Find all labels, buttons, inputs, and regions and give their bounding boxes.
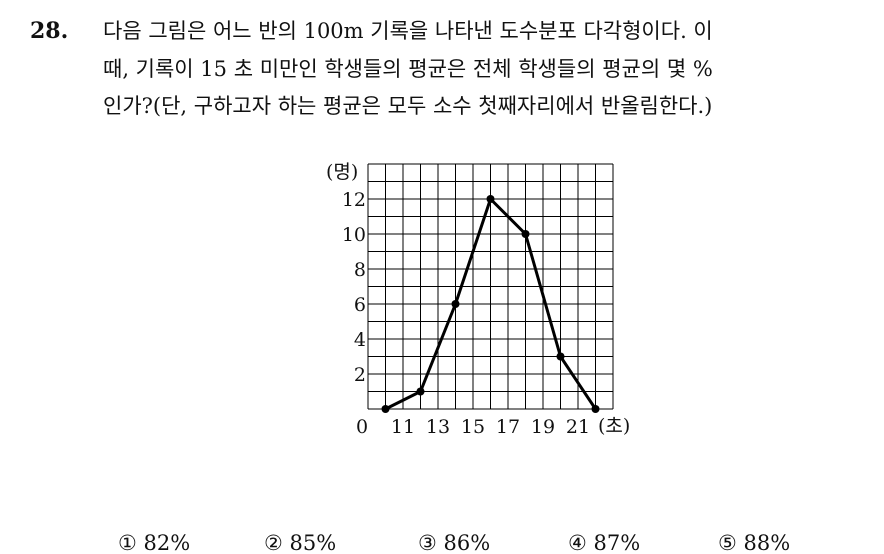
choice[interactable]: ⑤ 88% <box>718 531 790 554</box>
x-tick-label: 21 <box>566 416 590 438</box>
x-tick-label: 19 <box>531 416 555 438</box>
data-point <box>381 405 390 413</box>
data-point <box>521 230 530 238</box>
choice[interactable]: ① 82% <box>118 531 190 554</box>
y-axis-label: (명) <box>326 161 358 183</box>
y-tick-label: 12 <box>342 189 366 211</box>
data-point <box>556 352 565 361</box>
choice[interactable]: ③ 86% <box>418 531 490 554</box>
y-tick-label: 0 <box>356 416 368 438</box>
data-point <box>486 195 495 203</box>
data-point <box>451 300 460 308</box>
x-tick-label: 13 <box>426 416 450 438</box>
question-line: 인가?(단, 구하고자 하는 평균은 모두 소수 첫째자리에서 반올림한다.) <box>103 94 712 118</box>
y-tick-label: 6 <box>354 294 366 316</box>
y-tick-label: 2 <box>354 364 366 386</box>
question-line: 때, 기록이 15 초 미만인 학생들의 평균은 전체 학생들의 평균의 몇 % <box>103 57 713 81</box>
data-point <box>591 405 600 413</box>
y-tick-label: 10 <box>342 224 366 246</box>
x-axis-label: (초) <box>598 415 630 437</box>
choice[interactable]: ④ 87% <box>568 531 640 554</box>
y-tick-label: 8 <box>354 259 366 281</box>
x-tick-label: 11 <box>391 416 415 438</box>
x-tick-label: 15 <box>461 416 485 438</box>
x-tick-label: 17 <box>496 416 520 438</box>
y-tick-label: 4 <box>354 329 366 351</box>
problem-number: 28. <box>30 18 68 44</box>
choice[interactable]: ② 85% <box>264 531 336 554</box>
question-line: 다음 그림은 어느 반의 100m 기록을 나타낸 도수분포 다각형이다. 이 <box>103 19 713 43</box>
data-point <box>416 387 425 396</box>
